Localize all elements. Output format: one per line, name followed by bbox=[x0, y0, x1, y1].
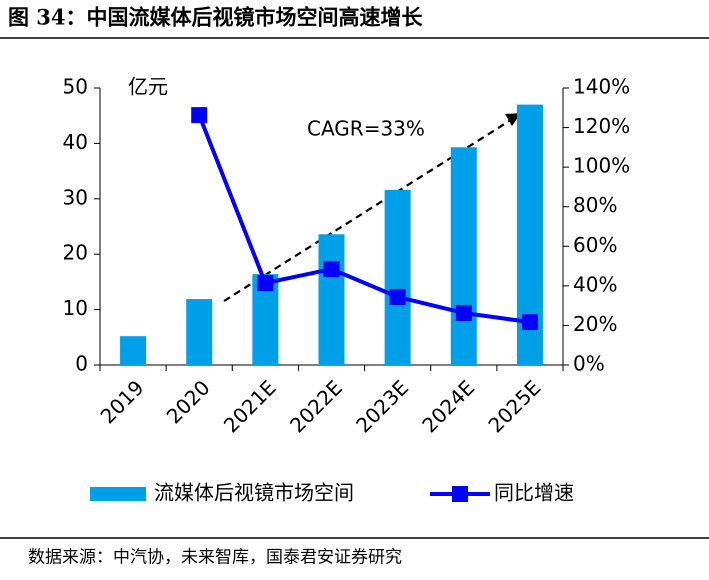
marker bbox=[521, 314, 538, 331]
bar bbox=[186, 299, 213, 365]
x-tick-label: 2025E bbox=[483, 375, 545, 437]
bar bbox=[318, 234, 345, 365]
x-tick-label: 2024E bbox=[417, 375, 479, 437]
y2-tick-label: 80% bbox=[573, 193, 617, 217]
y2-tick-label: 40% bbox=[573, 272, 617, 296]
marker bbox=[257, 275, 274, 292]
x-tick-label: 2019 bbox=[96, 375, 149, 428]
source: 数据来源：中汽协，未来智库，国泰君安证券研究 bbox=[28, 548, 402, 568]
y-tick-label: 50 bbox=[63, 75, 88, 99]
x-tick-label: 2021E bbox=[219, 375, 281, 437]
y-tick-label: 20 bbox=[63, 241, 88, 265]
y-tick-label: 0 bbox=[75, 352, 88, 376]
annotation: CAGR=33% bbox=[307, 117, 425, 141]
x-tick-label: 2023E bbox=[351, 375, 413, 437]
line bbox=[197, 114, 531, 325]
x-tick-label: 2020 bbox=[162, 375, 215, 428]
cagr-arrow bbox=[223, 117, 515, 302]
y2-tick-label: 140% bbox=[573, 75, 630, 99]
y-tick-label: 40 bbox=[63, 130, 88, 154]
marker bbox=[323, 261, 340, 278]
x-tick-label: 2022E bbox=[285, 375, 347, 437]
bar bbox=[120, 336, 147, 365]
y2-tick-label: 100% bbox=[573, 154, 630, 178]
bar bbox=[450, 147, 477, 365]
legend-marker bbox=[452, 486, 468, 502]
y2-tick-label: 120% bbox=[573, 114, 630, 138]
bar bbox=[384, 189, 411, 365]
y-axis-label: 亿元 bbox=[128, 75, 168, 99]
legend-label: 流媒体后视镜市场空间 bbox=[154, 481, 354, 505]
y-tick-label: 30 bbox=[63, 185, 88, 209]
marker bbox=[455, 304, 472, 321]
legend-swatch bbox=[90, 487, 146, 501]
legend-label: 同比增速 bbox=[494, 481, 574, 505]
chart-title: 图 34：中国流媒体后视镜市场空间高速增长 bbox=[8, 5, 424, 30]
y2-tick-label: 20% bbox=[573, 312, 617, 336]
y-tick-label: 10 bbox=[63, 296, 88, 320]
y2-tick-label: 0% bbox=[573, 352, 605, 376]
marker bbox=[191, 107, 208, 124]
y2-tick-label: 60% bbox=[573, 233, 617, 257]
marker bbox=[389, 288, 406, 305]
